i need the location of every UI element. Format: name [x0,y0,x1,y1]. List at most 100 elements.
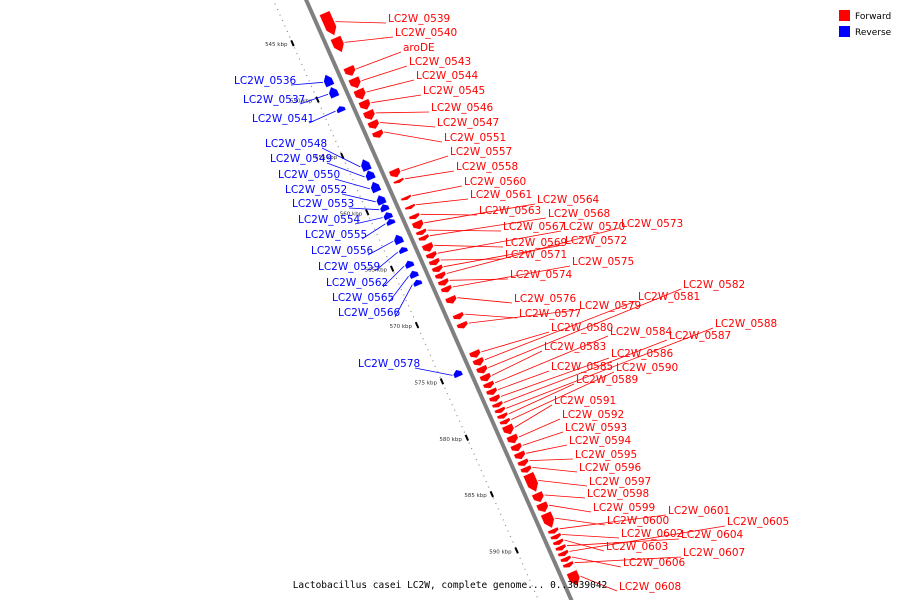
gene-label[interactable]: LC2W_0572 [565,235,627,247]
forward-gene-arrow[interactable] [421,241,434,253]
forward-gene-arrow[interactable] [404,203,416,211]
gene-label[interactable]: LC2W_0578 [358,358,420,370]
forward-gene-arrow[interactable] [388,167,401,178]
gene-label[interactable]: LC2W_0575 [572,256,634,268]
gene-label[interactable]: LC2W_0541 [252,113,314,125]
forward-gene-arrow[interactable] [353,87,367,100]
gene-label[interactable]: LC2W_0583 [544,341,606,353]
forward-gene-arrow[interactable] [371,128,384,139]
gene-label[interactable]: LC2W_0539 [388,13,450,25]
gene-label[interactable]: LC2W_0547 [437,117,499,129]
legend-item-reverse[interactable]: Reverse [839,26,892,38]
forward-gene-arrow[interactable] [434,270,447,280]
forward-gene-arrow[interactable] [437,277,450,286]
forward-gene-arrow[interactable] [566,569,581,586]
reverse-gene-arrow[interactable] [398,246,409,255]
forward-gene-arrow[interactable] [554,543,567,552]
gene-label[interactable]: LC2W_0589 [576,374,638,386]
forward-gene-arrow[interactable] [428,257,441,266]
forward-gene-arrow[interactable] [472,356,485,367]
gene-label[interactable]: LC2W_0565 [332,292,394,304]
gene-label[interactable]: LC2W_0554 [298,214,361,226]
forward-gene-arrow[interactable] [468,348,481,359]
reverse-gene-arrow[interactable] [404,260,415,270]
forward-gene-arrow[interactable] [456,320,469,329]
gene-label[interactable]: LC2W_0603 [606,541,668,553]
gene-label[interactable]: LC2W_0563 [479,205,541,217]
gene-label[interactable]: LC2W_0540 [395,27,457,39]
forward-gene-arrow[interactable] [522,471,539,493]
forward-gene-arrow[interactable] [358,98,371,111]
forward-gene-arrow[interactable] [499,417,511,425]
forward-gene-arrow[interactable] [411,218,424,230]
gene-label[interactable]: LC2W_0558 [456,161,518,173]
gene-label[interactable]: LC2W_0566 [338,307,401,319]
gene-label[interactable]: LC2W_0587 [669,330,731,342]
gene-label[interactable]: LC2W_0557 [450,146,512,158]
gene-label[interactable]: LC2W_0595 [575,449,637,461]
forward-gene-arrow[interactable] [516,457,529,467]
forward-gene-arrow[interactable] [491,400,504,408]
gene-label[interactable]: LC2W_0555 [305,229,367,241]
legend-item-forward[interactable]: Forward [839,10,891,22]
forward-gene-arrow[interactable] [488,393,501,403]
gene-label[interactable]: LC2W_0549 [270,153,332,165]
gene-label[interactable]: LC2W_0596 [579,462,642,474]
gene-label[interactable]: LC2W_0591 [554,395,616,407]
reverse-gene-arrow[interactable] [412,279,423,288]
forward-gene-arrow[interactable] [479,372,492,382]
gene-label[interactable]: LC2W_0545 [423,85,485,97]
gene-label[interactable]: LC2W_0579 [579,300,641,312]
forward-gene-arrow[interactable] [425,250,438,259]
forward-gene-arrow[interactable] [509,442,523,452]
gene-label[interactable]: LC2W_0569 [505,237,567,249]
gene-label[interactable]: LC2W_0551 [444,132,506,144]
gene-label[interactable]: LC2W_0597 [589,476,651,488]
gene-label[interactable]: LC2W_0608 [619,581,681,593]
gene-label[interactable]: LC2W_0580 [551,322,613,334]
gene-label[interactable]: LC2W_0588 [715,318,777,330]
gene-label[interactable]: LC2W_0537 [243,94,305,106]
forward-gene-arrow[interactable] [494,406,506,414]
gene-label[interactable]: LC2W_0599 [593,502,655,514]
forward-gene-arrow[interactable] [444,294,457,305]
forward-gene-arrow[interactable] [452,311,465,320]
gene-label[interactable]: LC2W_0573 [621,218,683,230]
forward-gene-arrow[interactable] [431,264,444,273]
forward-gene-arrow[interactable] [319,10,337,36]
reverse-gene-arrow[interactable] [328,86,340,100]
reverse-gene-arrow[interactable] [376,194,388,207]
gene-label[interactable]: LC2W_0543 [409,56,471,68]
gene-label[interactable]: LC2W_0570 [563,221,625,233]
gene-label[interactable]: aroDE [403,42,435,54]
gene-label[interactable]: LC2W_0604 [681,529,744,541]
forward-gene-arrow[interactable] [540,510,555,529]
gene-label[interactable]: LC2W_0590 [616,362,678,374]
forward-gene-arrow[interactable] [348,75,362,89]
forward-gene-arrow[interactable] [343,64,356,77]
gene-label[interactable]: LC2W_0585 [551,361,613,373]
forward-gene-arrow[interactable] [513,450,526,460]
gene-label[interactable]: LC2W_0559 [318,261,380,273]
forward-gene-arrow[interactable] [367,118,380,130]
gene-label[interactable]: LC2W_0561 [470,189,532,201]
reverse-gene-arrow[interactable] [379,203,391,213]
forward-gene-arrow[interactable] [547,526,560,535]
gene-label[interactable]: LC2W_0594 [569,435,632,447]
gene-label[interactable]: LC2W_0607 [683,547,745,559]
gene-label[interactable]: LC2W_0574 [510,269,573,281]
gene-label[interactable]: LC2W_0544 [416,70,479,82]
gene-label[interactable]: LC2W_0602 [621,528,683,540]
forward-gene-arrow[interactable] [557,549,569,557]
forward-gene-arrow[interactable] [562,560,574,568]
gene-label[interactable]: LC2W_0576 [514,293,577,305]
reverse-gene-arrow[interactable] [360,158,373,173]
forward-gene-arrow[interactable] [535,500,549,513]
gene-label[interactable]: LC2W_0564 [537,194,600,206]
reverse-gene-arrow[interactable] [365,170,377,182]
gene-label[interactable]: LC2W_0553 [292,198,354,210]
gene-label[interactable]: LC2W_0582 [683,279,745,291]
forward-gene-arrow[interactable] [519,464,532,474]
forward-gene-arrow[interactable] [400,194,412,201]
forward-gene-arrow[interactable] [496,411,509,420]
